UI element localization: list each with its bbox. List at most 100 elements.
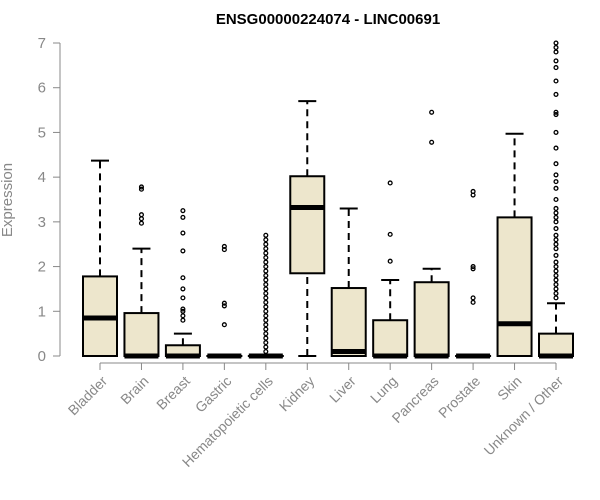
- outlier-point: [263, 232, 269, 238]
- outlier-point: [221, 300, 227, 306]
- outlier-point: [263, 281, 269, 288]
- outlier-point: [553, 214, 559, 220]
- outlier-point: [470, 299, 476, 305]
- outlier-point: [553, 264, 559, 270]
- outlier-point: [553, 196, 559, 203]
- x-tick-label: Lung: [367, 373, 400, 406]
- outlier-point: [553, 295, 559, 301]
- outlier-point: [263, 246, 269, 252]
- x-tick-label: Breast: [153, 373, 193, 413]
- x-tick-label: Brain: [117, 373, 151, 407]
- box-iqr: [538, 332, 574, 357]
- x-tick-label: Liver: [326, 373, 359, 406]
- outlier-point: [470, 295, 476, 301]
- box-hematopoietic-cells: [247, 232, 284, 359]
- outlier-point: [180, 295, 186, 301]
- box-brain: [123, 184, 160, 359]
- y-tick-label: 1: [38, 303, 46, 320]
- outlier-point: [180, 317, 186, 323]
- outlier-point: [553, 290, 559, 296]
- outlier-point: [263, 290, 269, 296]
- outlier-point: [553, 259, 559, 265]
- outlier-point: [180, 214, 186, 220]
- y-tick-label: 6: [38, 80, 46, 97]
- outlier-point: [553, 268, 559, 274]
- outlier-point: [221, 322, 227, 328]
- box-skin: [496, 132, 533, 357]
- outlier-point: [263, 308, 269, 314]
- box-unknown-other: [538, 40, 574, 359]
- x-tick-label: Prostate: [435, 373, 483, 421]
- outlier-point: [263, 264, 269, 270]
- box-bladder: [82, 159, 118, 357]
- outlier-point: [553, 40, 559, 46]
- outlier-point: [263, 241, 269, 247]
- outlier-point: [263, 304, 269, 310]
- outlier-point: [263, 344, 269, 350]
- outlier-point: [263, 268, 269, 274]
- box-prostate: [455, 188, 492, 359]
- outlier-point: [180, 286, 186, 292]
- outlier-point: [263, 255, 269, 261]
- x-tick-label: Skin: [494, 373, 525, 404]
- y-tick-label: 4: [38, 169, 46, 186]
- outlier-point: [138, 186, 145, 192]
- outlier-point: [553, 185, 559, 191]
- chart-title: ENSG00000224074 - LINC00691: [216, 11, 440, 28]
- outlier-point: [263, 299, 269, 305]
- outlier-point: [553, 65, 559, 71]
- outlier-point: [221, 243, 227, 250]
- outlier-point: [263, 317, 269, 323]
- box-iqr: [289, 175, 326, 275]
- outlier-point: [263, 313, 269, 319]
- outlier-point: [470, 264, 476, 270]
- x-tick-label: Bladder: [65, 373, 111, 419]
- box-pancreas: [413, 109, 450, 359]
- box-iqr: [413, 281, 450, 358]
- box-iqr: [123, 312, 160, 357]
- outlier-point: [553, 58, 559, 64]
- outlier-point: [553, 237, 559, 243]
- outlier-point: [553, 44, 559, 51]
- outlier-point: [180, 208, 186, 214]
- outlier-point: [138, 220, 145, 226]
- outlier-point: [553, 232, 559, 238]
- outlier-point: [553, 286, 559, 292]
- outlier-point: [553, 252, 559, 258]
- outlier-point: [387, 258, 393, 264]
- outlier-point: [553, 161, 559, 167]
- outlier-point: [263, 272, 269, 279]
- outlier-point: [180, 230, 186, 236]
- outlier-point: [553, 179, 559, 185]
- outlier-point: [180, 248, 186, 254]
- outlier-point: [429, 139, 435, 145]
- box-iqr: [496, 216, 533, 357]
- outlier-point: [553, 281, 559, 288]
- outlier-point: [553, 219, 559, 225]
- outlier-point: [263, 295, 269, 301]
- outlier-point: [263, 250, 269, 256]
- outlier-point: [138, 212, 145, 218]
- x-tick-label: Unknown / Other: [481, 373, 567, 459]
- outlier-point: [263, 335, 269, 341]
- outlier-point: [180, 313, 186, 319]
- outlier-point: [553, 246, 559, 252]
- box-breast: [164, 208, 201, 359]
- outlier-point: [263, 286, 269, 292]
- y-tick-label: 5: [38, 124, 46, 141]
- outlier-point: [553, 109, 559, 115]
- box-gastric: [206, 243, 243, 359]
- y-axis-label: Expression: [0, 163, 16, 237]
- outlier-point: [553, 272, 559, 279]
- box-liver: [330, 207, 367, 357]
- outlier-point: [263, 331, 269, 337]
- outlier-point: [387, 231, 393, 237]
- outlier-point: [180, 275, 186, 281]
- outlier-point: [263, 340, 269, 346]
- outlier-point: [553, 241, 559, 247]
- outlier-point: [221, 303, 227, 309]
- outlier-point: [263, 237, 269, 243]
- outlier-point: [553, 145, 559, 151]
- outlier-point: [263, 259, 269, 265]
